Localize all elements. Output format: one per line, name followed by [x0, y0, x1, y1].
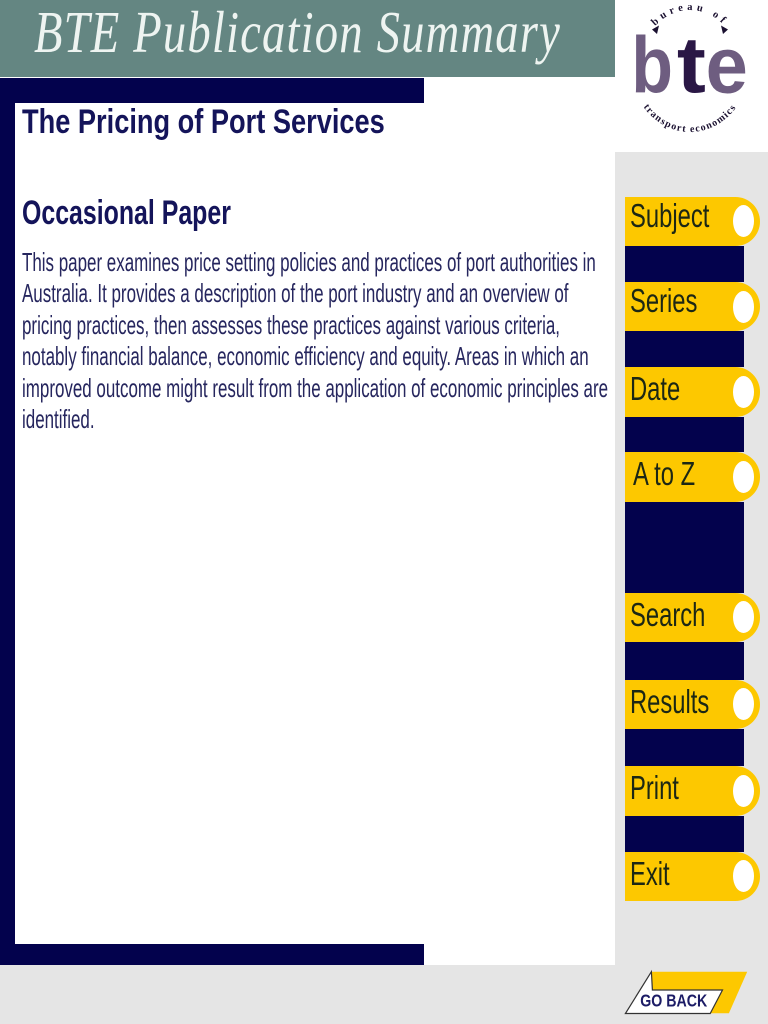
svg-text:e: e [706, 20, 748, 110]
svg-text:t: t [677, 20, 706, 110]
svg-text:b: b [631, 20, 673, 109]
svg-text:GO BACK: GO BACK [640, 990, 707, 1010]
